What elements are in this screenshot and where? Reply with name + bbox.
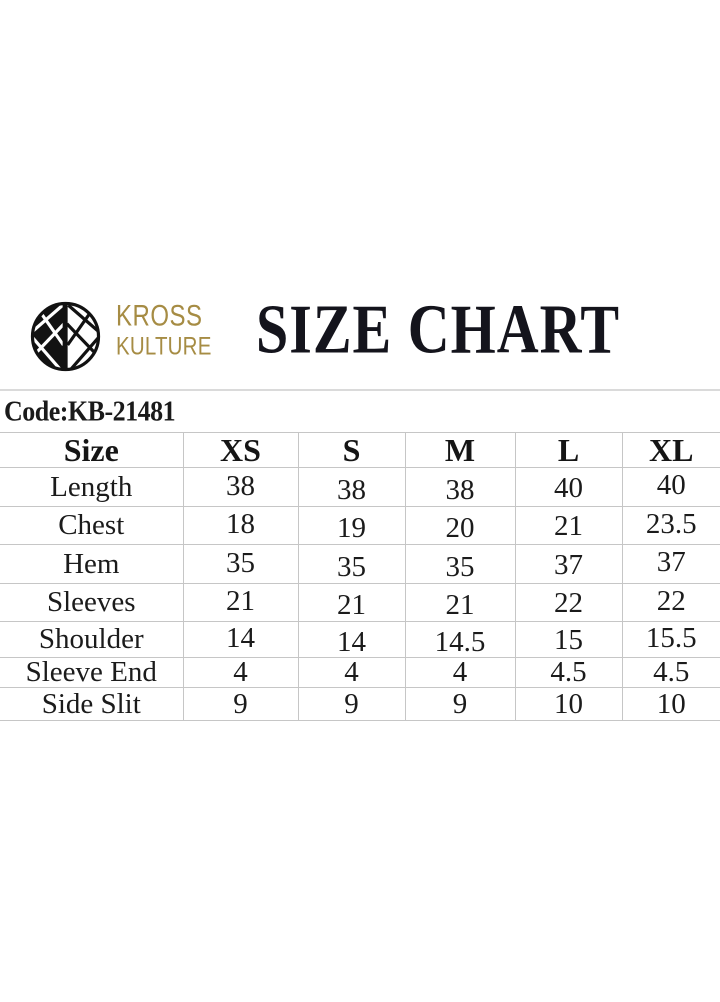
size-value: 35: [297, 544, 405, 584]
size-value: 37: [621, 544, 720, 584]
brand-logo-icon: [30, 301, 101, 372]
row-label-hem: Hem: [0, 544, 183, 584]
size-value: 15.5: [621, 621, 720, 658]
size-value: 21: [514, 506, 622, 545]
table-header-row: Size XS S M L XL: [0, 432, 720, 468]
size-value: 20: [404, 506, 515, 545]
size-value: 40: [514, 467, 622, 507]
product-code-label: Code:KB-21481: [4, 395, 176, 428]
column-header-l: L: [514, 432, 622, 468]
size-value: 35: [404, 544, 515, 584]
size-value: 4.5: [621, 657, 720, 688]
size-value: 38: [404, 467, 515, 507]
row-label-chest: Chest: [0, 506, 183, 545]
size-value: 19: [297, 506, 405, 545]
size-value: 9: [297, 687, 405, 721]
size-value: 35: [182, 544, 298, 584]
table-row-length: Length 38 38 38 40 40: [0, 467, 720, 507]
size-value: 21: [404, 583, 515, 622]
size-value: 4.5: [514, 657, 622, 688]
table-row-sleeve-end: Sleeve End 4 4 4 4.5 4.5: [0, 657, 720, 688]
size-value: 40: [621, 467, 720, 507]
row-label-sleeve-end: Sleeve End: [0, 657, 183, 688]
brand-wordmark: KROSS KULTURE: [116, 301, 212, 362]
size-value: 4: [182, 657, 298, 688]
row-label-length: Length: [0, 467, 183, 507]
column-header-size: Size: [0, 432, 183, 468]
size-value: 15: [514, 621, 622, 658]
size-value: 38: [297, 467, 405, 507]
table-row-sleeves: Sleeves 21 21 21 22 22: [0, 583, 720, 622]
brand-wordmark-line2: KULTURE: [116, 332, 212, 361]
size-value: 38: [182, 467, 298, 507]
size-value: 10: [514, 687, 622, 721]
table-row-chest: Chest 18 19 20 21 23.5: [0, 506, 720, 545]
size-value: 14: [297, 621, 405, 658]
row-label-shoulder: Shoulder: [0, 621, 183, 658]
brand-wordmark-line1: KROSS: [116, 299, 203, 333]
column-header-s: S: [297, 432, 405, 468]
size-value: 21: [182, 583, 298, 622]
size-value: 9: [404, 687, 515, 721]
size-value: 10: [621, 687, 720, 721]
column-header-xs: XS: [182, 432, 298, 468]
size-value: 21: [297, 583, 405, 622]
table-row-shoulder: Shoulder 14 14 14.5 15 15.5: [0, 621, 720, 658]
size-value: 22: [621, 583, 720, 622]
size-value: 14.5: [404, 621, 515, 658]
table-row-side-slit: Side Slit 9 9 9 10 10: [0, 687, 720, 721]
row-label-side-slit: Side Slit: [0, 687, 183, 721]
page-title: SIZE CHART: [256, 290, 621, 369]
product-code-band: Code:KB-21481: [0, 389, 720, 432]
column-header-m: M: [404, 432, 515, 468]
size-value: 37: [514, 544, 622, 584]
row-label-sleeves: Sleeves: [0, 583, 183, 622]
size-value: 18: [182, 506, 298, 545]
size-value: 14: [182, 621, 298, 658]
size-table: Size XS S M L XL Length 38 38 38 40 40 C…: [0, 432, 720, 721]
column-header-xl: XL: [621, 432, 720, 468]
size-value: 4: [297, 657, 405, 688]
size-value: 9: [182, 687, 298, 721]
size-value: 4: [404, 657, 515, 688]
size-value: 22: [514, 583, 622, 622]
table-row-hem: Hem 35 35 35 37 37: [0, 544, 720, 584]
size-value: 23.5: [621, 506, 720, 545]
